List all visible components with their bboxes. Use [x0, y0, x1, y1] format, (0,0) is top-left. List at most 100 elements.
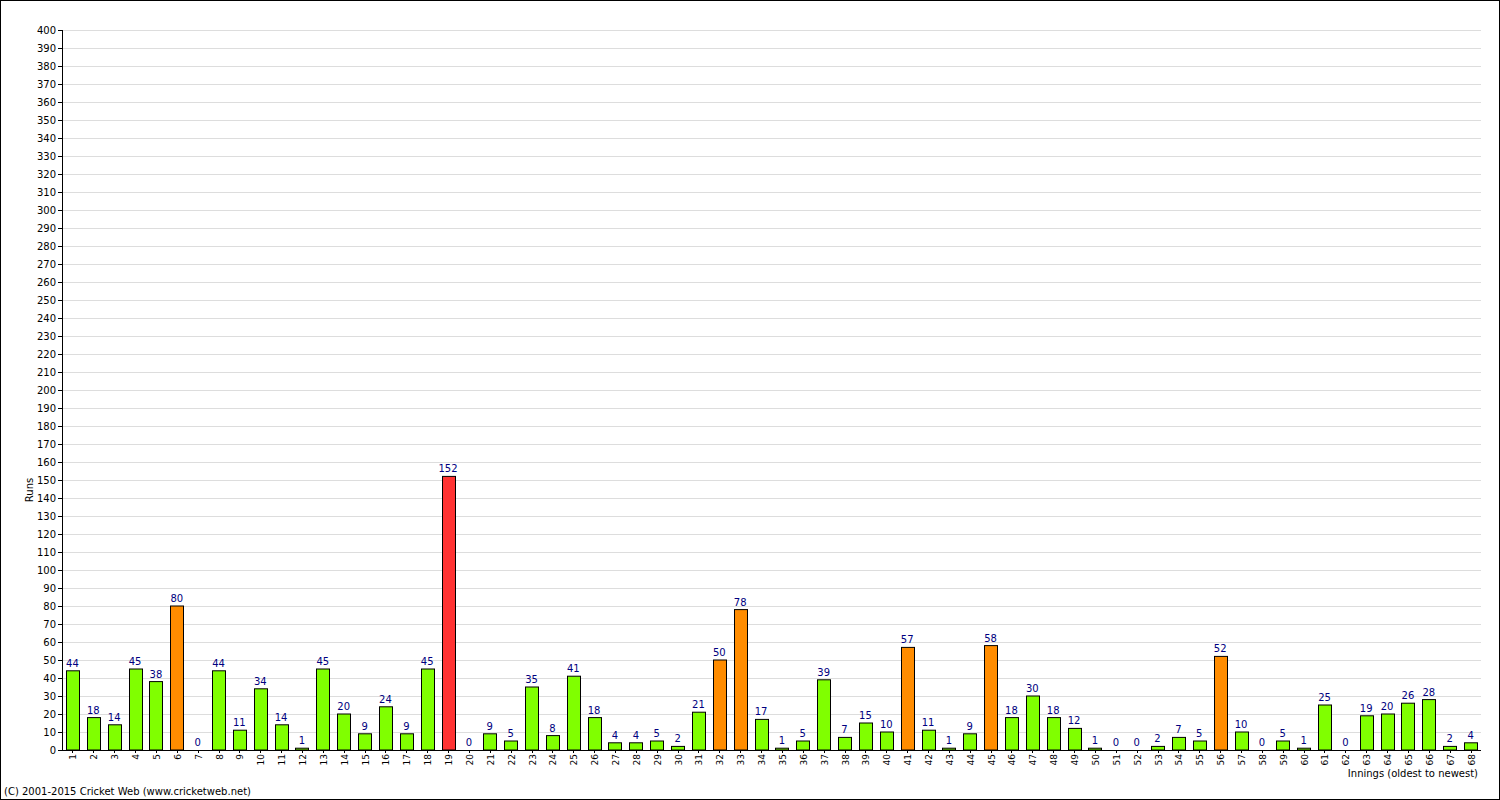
y-tick [58, 426, 62, 427]
data-label: 5 [654, 728, 660, 739]
y-tick-label: 50 [43, 655, 56, 666]
y-tick-label: 40 [43, 673, 56, 684]
grid-line [62, 390, 1481, 391]
x-tick-label: 61 [1320, 754, 1330, 765]
grid-line [62, 696, 1481, 697]
data-label: 50 [713, 647, 726, 658]
data-label: 1 [946, 735, 952, 746]
x-tick-label: 53 [1154, 754, 1164, 765]
y-tick [58, 570, 62, 571]
x-tick-label: 18 [423, 754, 433, 766]
bar [839, 737, 852, 750]
x-tick-label: 57 [1237, 754, 1247, 765]
y-tick [58, 354, 62, 355]
x-tick-label: 9 [235, 754, 245, 760]
grid-line [62, 498, 1481, 499]
grid-line [62, 102, 1481, 103]
data-label: 0 [1113, 737, 1119, 748]
y-tick [58, 624, 62, 625]
bar [902, 647, 915, 750]
bar [672, 746, 685, 750]
y-tick [58, 606, 62, 607]
data-label: 0 [1259, 737, 1265, 748]
y-tick [58, 516, 62, 517]
x-tick-label: 52 [1133, 754, 1143, 765]
bar [589, 718, 602, 750]
bar [526, 687, 539, 750]
bar [547, 736, 560, 750]
x-tick-label: 58 [1258, 754, 1268, 766]
x-tick-label: 31 [694, 754, 704, 765]
y-tick-label: 360 [37, 97, 56, 108]
y-tick [58, 732, 62, 733]
data-label: 1 [779, 735, 785, 746]
grid-line [62, 30, 1481, 31]
y-tick-label: 280 [37, 241, 56, 252]
y-tick-label: 110 [37, 547, 56, 558]
data-label: 78 [734, 597, 747, 608]
y-tick-label: 20 [43, 709, 56, 720]
bar [401, 734, 414, 750]
y-tick-label: 260 [37, 277, 56, 288]
y-tick [58, 678, 62, 679]
y-tick [58, 336, 62, 337]
x-tick-label: 32 [715, 754, 725, 765]
x-tick-label: 59 [1279, 754, 1289, 766]
data-label: 9 [487, 721, 493, 732]
data-label: 7 [1175, 724, 1181, 735]
y-tick-label: 200 [37, 385, 56, 396]
data-label: 38 [150, 669, 163, 680]
data-label: 18 [1047, 705, 1060, 716]
x-tick-label: 24 [548, 754, 558, 766]
y-tick-label: 180 [37, 421, 56, 432]
x-tick-label: 60 [1300, 754, 1310, 766]
grid-line [62, 534, 1481, 535]
y-tick-label: 380 [37, 61, 56, 72]
bar [213, 671, 226, 750]
bar [693, 712, 706, 750]
grid-line [62, 624, 1481, 625]
y-tick-label: 30 [43, 691, 56, 702]
data-label: 17 [755, 706, 768, 717]
bar [1382, 714, 1395, 750]
bar [985, 646, 998, 750]
bar [714, 660, 727, 750]
x-tick-label: 43 [945, 754, 955, 765]
bar [317, 669, 330, 750]
bar [443, 476, 456, 750]
x-tick-label: 13 [319, 754, 329, 765]
x-axis-title: Innings (oldest to newest) [1348, 768, 1478, 779]
data-label: 0 [194, 737, 200, 748]
bar [1069, 728, 1082, 750]
bar [1131, 750, 1144, 751]
data-label: 19 [1360, 703, 1373, 714]
data-label: 80 [170, 593, 183, 604]
data-label: 20 [337, 701, 350, 712]
x-tick-label: 46 [1007, 754, 1017, 766]
y-tick-label: 90 [43, 583, 56, 594]
bar [130, 669, 143, 750]
bar [505, 741, 518, 750]
y-tick-label: 370 [37, 79, 56, 90]
y-tick [58, 318, 62, 319]
bar [338, 714, 351, 750]
bar [1048, 718, 1061, 750]
x-tick-label: 65 [1404, 754, 1414, 765]
bar [568, 676, 581, 750]
data-label: 5 [800, 728, 806, 739]
grid-line [62, 660, 1481, 661]
y-tick [58, 228, 62, 229]
bar [776, 748, 789, 750]
x-tick-label: 25 [569, 754, 579, 765]
bar [797, 741, 810, 750]
data-label: 25 [1318, 692, 1331, 703]
grid-line [62, 228, 1481, 229]
grid-line [62, 570, 1481, 571]
x-tick-label: 66 [1425, 754, 1435, 766]
data-label: 10 [880, 719, 893, 730]
grid-line [62, 480, 1481, 481]
y-tick [58, 588, 62, 589]
data-label: 26 [1402, 690, 1415, 701]
bar [296, 748, 309, 750]
data-label: 11 [233, 717, 246, 728]
